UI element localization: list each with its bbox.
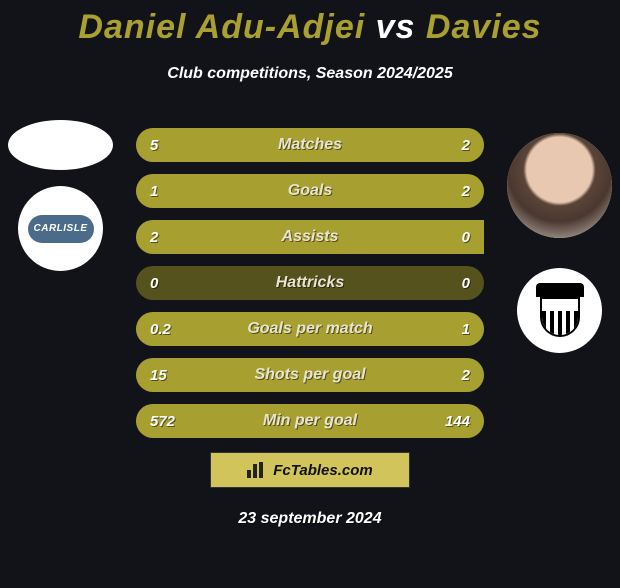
subtitle: Club competitions, Season 2024/2025: [0, 65, 620, 83]
stat-label: Goals per match: [136, 320, 484, 338]
stat-value-left: 572: [150, 413, 175, 430]
stat-row: Shots per goal15 2: [136, 358, 484, 392]
stat-row: Goals1 2: [136, 174, 484, 208]
player2-club-logo: [517, 268, 602, 353]
stats-container: Matches52Goals12Assists20Hattricks00Goal…: [136, 128, 484, 450]
chart-icon: [247, 462, 267, 478]
shield-icon: [536, 283, 584, 339]
player1-club-badge-text: CARLISLE: [28, 215, 94, 243]
date-text: 23 september 2024: [0, 510, 620, 528]
stat-row: Min per goal572 144: [136, 404, 484, 438]
stat-row: Hattricks0 0: [136, 266, 484, 300]
stat-value-right: 1: [462, 321, 470, 338]
stat-value-right: 2: [462, 137, 470, 154]
stat-row: Assists2 0: [136, 220, 484, 254]
vs-text: vs: [376, 8, 416, 46]
player1-name: Daniel Adu-Adjei: [78, 8, 365, 46]
stat-label: Hattricks: [136, 274, 484, 292]
stat-row: Goals per match0.2 1: [136, 312, 484, 346]
stat-value-left: 15: [150, 367, 167, 384]
stat-value-right: 144: [445, 413, 470, 430]
fctables-label: FcTables.com: [273, 462, 372, 479]
stat-value-right: 2: [462, 367, 470, 384]
stat-row: Matches5 2: [136, 128, 484, 162]
player1-club-logo: CARLISLE: [18, 186, 103, 271]
stat-label: Shots per goal: [136, 366, 484, 384]
stat-value-left: 1: [150, 183, 158, 200]
stat-label: Goals: [136, 182, 484, 200]
player1-avatar: [8, 120, 113, 170]
stat-value-left: 2: [150, 229, 158, 246]
stat-value-right: 0: [462, 275, 470, 292]
page-title: Daniel Adu-Adjei vs Davies: [0, 8, 620, 47]
stat-value-right: 2: [462, 183, 470, 200]
stat-label: Min per goal: [136, 412, 484, 430]
stat-value-right: 0: [462, 229, 470, 246]
stat-value-left: 0.2: [150, 321, 171, 338]
stat-value-left: 0: [150, 275, 158, 292]
stat-label: Assists: [136, 228, 484, 246]
player2-face: [507, 133, 612, 238]
stat-label: Matches: [136, 136, 484, 154]
player2-avatar: [507, 133, 612, 238]
stat-value-left: 5: [150, 137, 158, 154]
player2-name: Davies: [426, 8, 542, 46]
fctables-badge[interactable]: FcTables.com: [210, 452, 410, 488]
